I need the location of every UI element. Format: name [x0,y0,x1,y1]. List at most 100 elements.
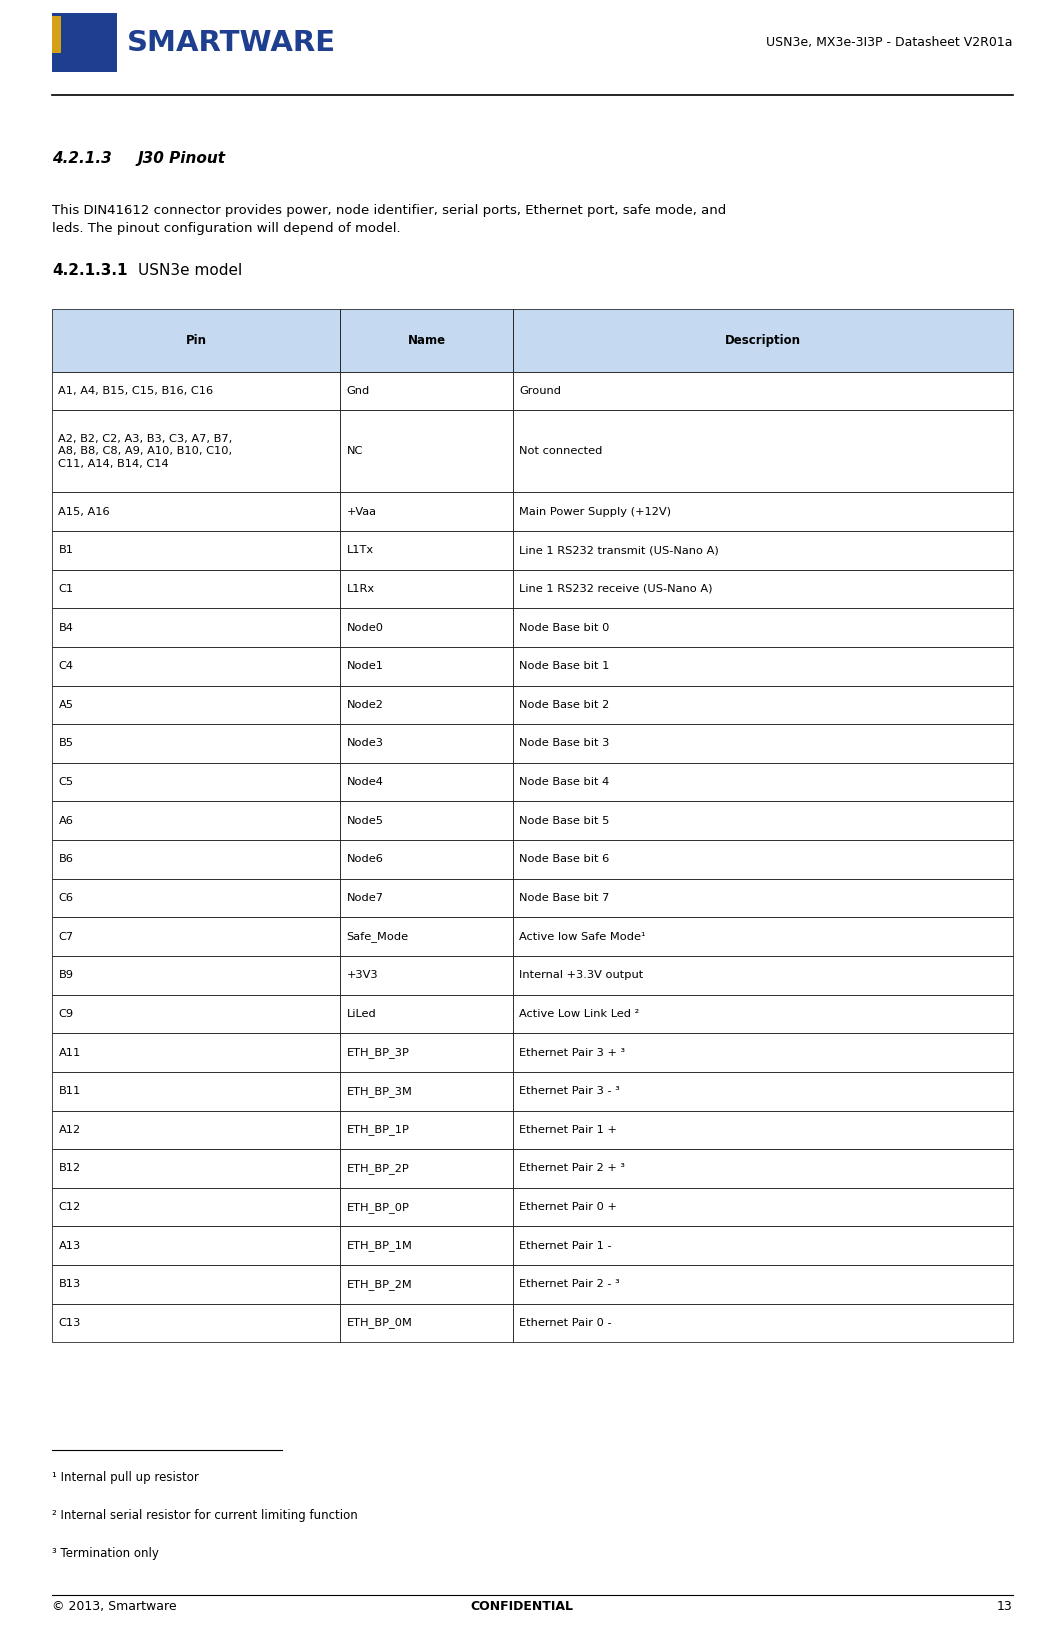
FancyBboxPatch shape [52,878,340,917]
FancyBboxPatch shape [340,493,514,531]
Text: B11: B11 [58,1087,80,1097]
Text: Internal +3.3V output: Internal +3.3V output [520,970,644,980]
Text: Main Power Supply (+12V): Main Power Supply (+12V) [520,506,671,516]
FancyBboxPatch shape [52,1304,340,1342]
FancyBboxPatch shape [52,569,340,608]
FancyBboxPatch shape [340,1187,514,1226]
Text: Node3: Node3 [347,738,383,748]
FancyBboxPatch shape [340,801,514,840]
FancyBboxPatch shape [514,608,1013,646]
Text: B9: B9 [58,970,73,980]
Text: USN3e, MX3e-3I3P - Datasheet V2R01a: USN3e, MX3e-3I3P - Datasheet V2R01a [766,36,1013,49]
Text: A12: A12 [58,1124,80,1134]
FancyBboxPatch shape [340,1266,514,1304]
Text: Node0: Node0 [347,623,383,633]
FancyBboxPatch shape [514,1304,1013,1342]
Text: Line 1 RS232 transmit (US-Nano A): Line 1 RS232 transmit (US-Nano A) [520,546,719,556]
Text: Name: Name [408,334,446,347]
Text: Node Base bit 4: Node Base bit 4 [520,778,610,787]
Text: Active low Safe Mode¹: Active low Safe Mode¹ [520,932,646,942]
Text: Node Base bit 6: Node Base bit 6 [520,855,610,865]
FancyBboxPatch shape [514,409,1013,493]
FancyBboxPatch shape [514,686,1013,723]
Text: C9: C9 [58,1009,73,1019]
FancyBboxPatch shape [52,1072,340,1110]
FancyBboxPatch shape [340,372,514,409]
Text: ³ Termination only: ³ Termination only [52,1547,159,1560]
Text: Ethernet Pair 1 +: Ethernet Pair 1 + [520,1124,617,1134]
FancyBboxPatch shape [340,569,514,608]
FancyBboxPatch shape [514,569,1013,608]
Text: Pin: Pin [186,334,207,347]
FancyBboxPatch shape [52,1149,340,1187]
FancyBboxPatch shape [340,1226,514,1266]
FancyBboxPatch shape [514,372,1013,409]
FancyBboxPatch shape [340,1149,514,1187]
Text: C4: C4 [58,661,73,671]
Text: Ethernet Pair 3 + ³: Ethernet Pair 3 + ³ [520,1047,625,1057]
FancyBboxPatch shape [514,840,1013,878]
FancyBboxPatch shape [52,1032,340,1072]
FancyBboxPatch shape [340,1110,514,1149]
Text: B13: B13 [58,1279,80,1289]
Text: C13: C13 [58,1318,80,1328]
FancyBboxPatch shape [52,372,340,409]
FancyBboxPatch shape [340,1072,514,1110]
Text: +Vaa: +Vaa [347,506,377,516]
Text: C1: C1 [58,584,73,593]
Text: +3V3: +3V3 [347,970,378,980]
Text: B5: B5 [58,738,73,748]
Text: 4.2.1.3.1: 4.2.1.3.1 [52,263,127,278]
Text: Ethernet Pair 1 -: Ethernet Pair 1 - [520,1241,612,1251]
Text: ETH_BP_1M: ETH_BP_1M [347,1240,412,1251]
Text: ² Internal serial resistor for current limiting function: ² Internal serial resistor for current l… [52,1509,358,1522]
FancyBboxPatch shape [514,1266,1013,1304]
FancyBboxPatch shape [52,917,340,955]
Text: L1Tx: L1Tx [347,546,374,556]
FancyBboxPatch shape [52,646,340,686]
Text: USN3e model: USN3e model [138,263,242,278]
Text: ETH_BP_2M: ETH_BP_2M [347,1279,412,1291]
Text: A13: A13 [58,1241,80,1251]
Text: A2, B2, C2, A3, B3, C3, A7, B7,
A8, B8, C8, A9, A10, B10, C10,
C11, A14, B14, C1: A2, B2, C2, A3, B3, C3, A7, B7, A8, B8, … [58,434,233,469]
FancyBboxPatch shape [514,1110,1013,1149]
FancyBboxPatch shape [340,1032,514,1072]
Text: Node2: Node2 [347,700,383,710]
FancyBboxPatch shape [514,1072,1013,1110]
FancyBboxPatch shape [52,1187,340,1226]
FancyBboxPatch shape [340,763,514,801]
FancyBboxPatch shape [514,1149,1013,1187]
Text: B6: B6 [58,855,73,865]
Text: Ethernet Pair 2 + ³: Ethernet Pair 2 + ³ [520,1164,625,1174]
FancyBboxPatch shape [52,1226,340,1266]
FancyBboxPatch shape [340,409,514,493]
Text: This DIN41612 connector provides power, node identifier, serial ports, Ethernet : This DIN41612 connector provides power, … [52,204,727,235]
FancyBboxPatch shape [340,995,514,1032]
Text: ETH_BP_3P: ETH_BP_3P [347,1047,409,1059]
FancyBboxPatch shape [340,686,514,723]
FancyBboxPatch shape [514,955,1013,995]
Text: B12: B12 [58,1164,80,1174]
Text: ¹ Internal pull up resistor: ¹ Internal pull up resistor [52,1471,199,1485]
Text: L1Rx: L1Rx [347,584,375,593]
Text: C5: C5 [58,778,73,787]
Text: Ground: Ground [520,386,562,396]
Text: Active Low Link Led ²: Active Low Link Led ² [520,1009,640,1019]
Text: Node Base bit 2: Node Base bit 2 [520,700,610,710]
FancyBboxPatch shape [514,763,1013,801]
FancyBboxPatch shape [52,493,340,531]
FancyBboxPatch shape [52,1110,340,1149]
Text: C12: C12 [58,1202,80,1212]
Text: Not connected: Not connected [520,446,602,457]
FancyBboxPatch shape [514,493,1013,531]
Text: Node6: Node6 [347,855,383,865]
Text: Node Base bit 0: Node Base bit 0 [520,623,610,633]
FancyBboxPatch shape [340,878,514,917]
Text: Node Base bit 5: Node Base bit 5 [520,815,610,825]
Text: Node4: Node4 [347,778,383,787]
Text: A6: A6 [58,815,73,825]
Text: B1: B1 [58,546,73,556]
FancyBboxPatch shape [514,531,1013,569]
Text: ETH_BP_1P: ETH_BP_1P [347,1124,409,1136]
Text: ETH_BP_3M: ETH_BP_3M [347,1085,412,1097]
